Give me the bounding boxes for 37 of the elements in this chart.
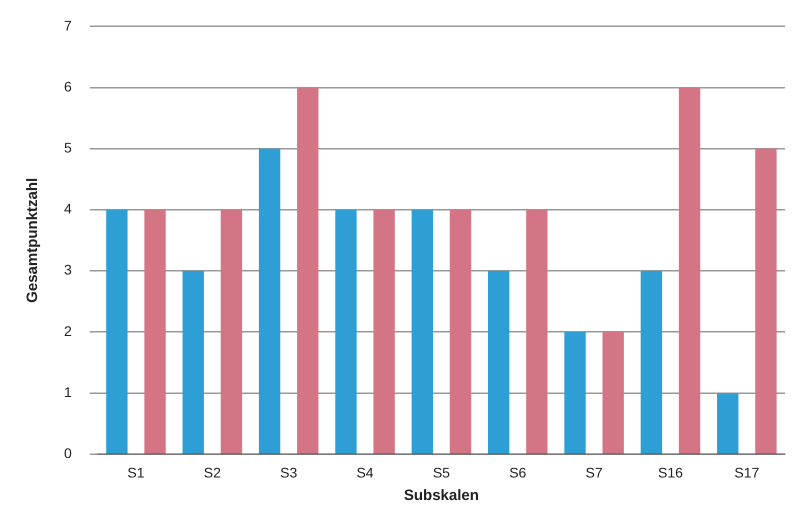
bar — [755, 148, 777, 454]
x-tick-label: S3 — [280, 464, 298, 480]
bar — [526, 210, 548, 454]
y-tick-label: 0 — [64, 445, 72, 462]
y-axis-title: Gesamtpunktzahl — [24, 178, 42, 303]
bar — [182, 270, 204, 454]
bar — [258, 148, 280, 454]
y-tick-label: 1 — [64, 384, 72, 400]
bar — [678, 88, 700, 454]
x-axis-title: Subskalen — [404, 487, 479, 504]
y-tick-label: 3 — [64, 262, 72, 278]
bar — [488, 270, 510, 454]
x-tick-label: S2 — [204, 464, 222, 480]
bar — [412, 210, 433, 454]
x-tick-label: S16 — [658, 464, 684, 480]
y-tick-label: 6 — [64, 78, 72, 94]
bar — [144, 210, 166, 454]
x-tick-label: S5 — [432, 464, 450, 480]
bar — [602, 332, 624, 454]
x-tick-label: S4 — [356, 464, 374, 480]
x-tick-label: S17 — [734, 464, 760, 480]
bar — [564, 332, 586, 454]
x-tick-label: S6 — [509, 464, 527, 480]
x-tick-label: S1 — [127, 464, 145, 480]
y-tick-label: 7 — [64, 17, 72, 34]
y-tick-label: 5 — [64, 139, 72, 156]
y-tick-label: 2 — [64, 322, 72, 339]
bar — [640, 270, 662, 454]
bar — [717, 393, 738, 454]
x-tick-label: S7 — [586, 464, 603, 480]
bar — [106, 210, 128, 454]
y-tick-label: 4 — [64, 200, 72, 217]
bar — [373, 210, 395, 454]
bar — [450, 210, 472, 454]
bar — [335, 210, 357, 454]
bar — [220, 210, 242, 454]
bar — [297, 88, 318, 454]
